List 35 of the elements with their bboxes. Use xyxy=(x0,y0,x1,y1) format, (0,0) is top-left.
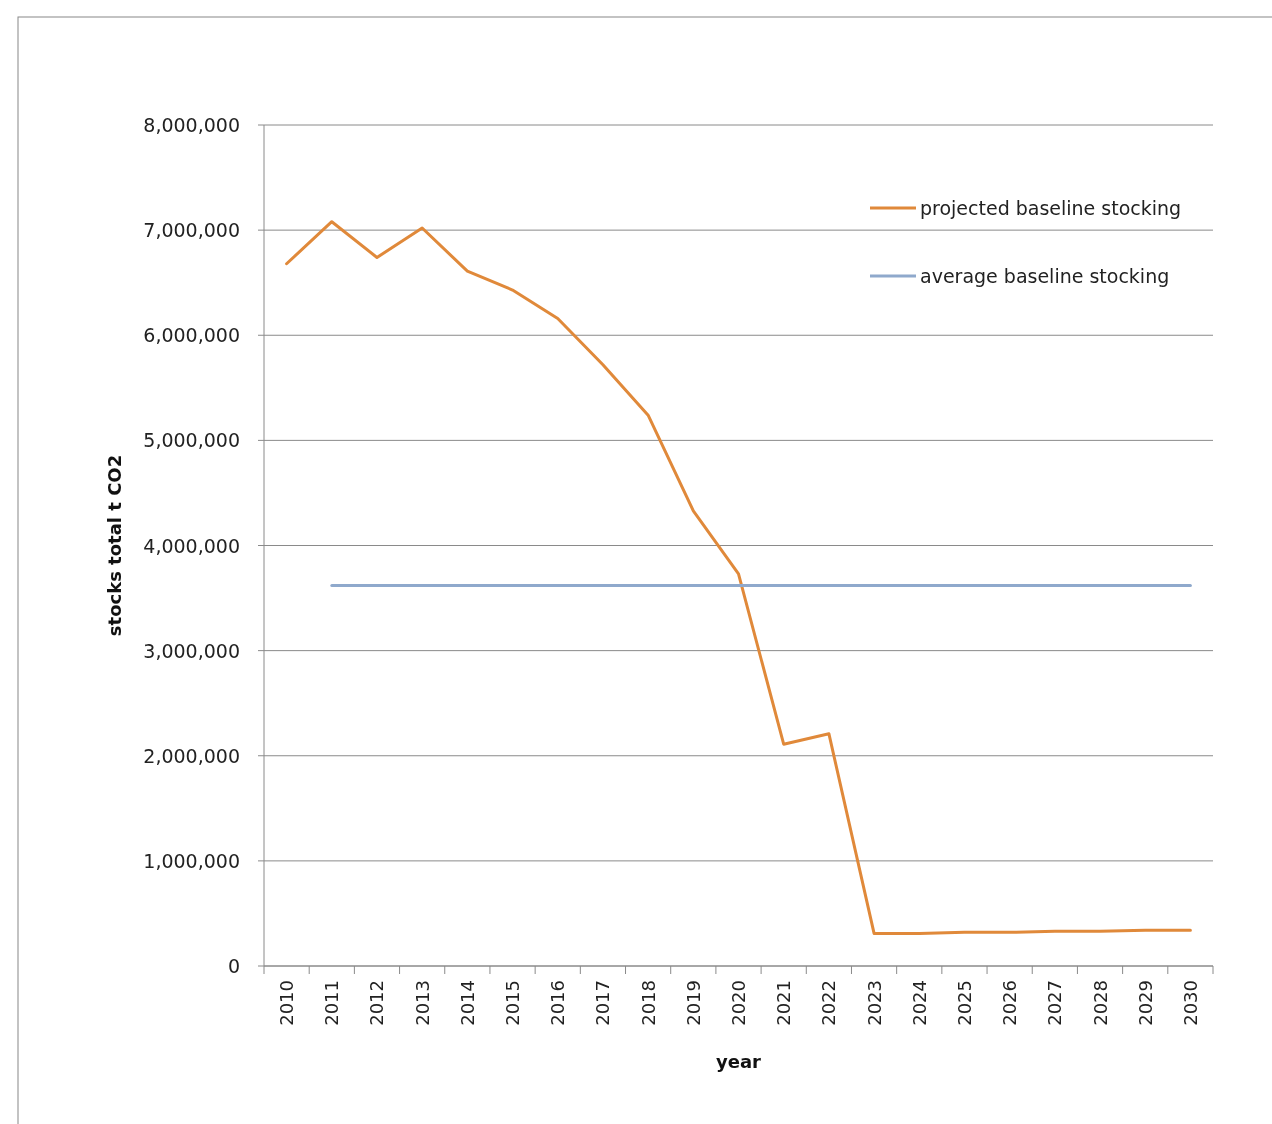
x-tick-label: 2022 xyxy=(818,980,840,1026)
x-tick-label: 2030 xyxy=(1179,980,1201,1026)
x-tick-label: 2029 xyxy=(1134,980,1156,1026)
x-tick-label: 2012 xyxy=(366,980,388,1026)
x-tick-label: 2015 xyxy=(502,980,524,1026)
x-tick-label: 2021 xyxy=(773,980,795,1026)
x-tick-label: 2026 xyxy=(999,980,1021,1026)
y-tick-label: 3,000,000 xyxy=(143,639,240,662)
legend-label: projected baseline stocking xyxy=(920,197,1182,219)
x-tick-label: 2027 xyxy=(1044,980,1066,1026)
y-tick-label: 7,000,000 xyxy=(143,219,240,242)
y-tick-label: 8,000,000 xyxy=(143,114,240,136)
x-tick-label: 2016 xyxy=(547,980,569,1026)
x-tick-label: 2014 xyxy=(456,980,478,1026)
x-tick-label: 2020 xyxy=(728,980,749,1026)
line-series xyxy=(285,220,1192,935)
y-tick-label: 0 xyxy=(227,955,240,977)
x-tick-label: 2018 xyxy=(637,980,659,1026)
y-tick-label: 2,000,000 xyxy=(143,744,240,767)
x-axis-title: year xyxy=(716,1050,762,1072)
legend-label: average baseline stocking xyxy=(920,265,1170,287)
y-tick-label: 6,000,000 xyxy=(143,324,240,347)
y-tick-label: 1,000,000 xyxy=(143,849,240,872)
y-axis-title: stocks total t CO2 xyxy=(103,454,125,637)
x-tick-label: 2017 xyxy=(592,980,614,1026)
x-tick-label: 2025 xyxy=(953,980,975,1026)
x-tick-label: 2019 xyxy=(682,980,704,1026)
x-tick-label: 2023 xyxy=(863,980,885,1026)
x-tick-label: 2024 xyxy=(908,980,930,1026)
y-tick-label: 4,000,000 xyxy=(143,534,240,557)
y-tick-label: 5,000,000 xyxy=(143,429,240,452)
x-tick-label: 2028 xyxy=(1089,980,1111,1026)
x-tick-label: 2011 xyxy=(321,980,343,1026)
x-tick-label: 2010 xyxy=(276,980,298,1026)
x-tick-label: 2013 xyxy=(411,980,433,1026)
